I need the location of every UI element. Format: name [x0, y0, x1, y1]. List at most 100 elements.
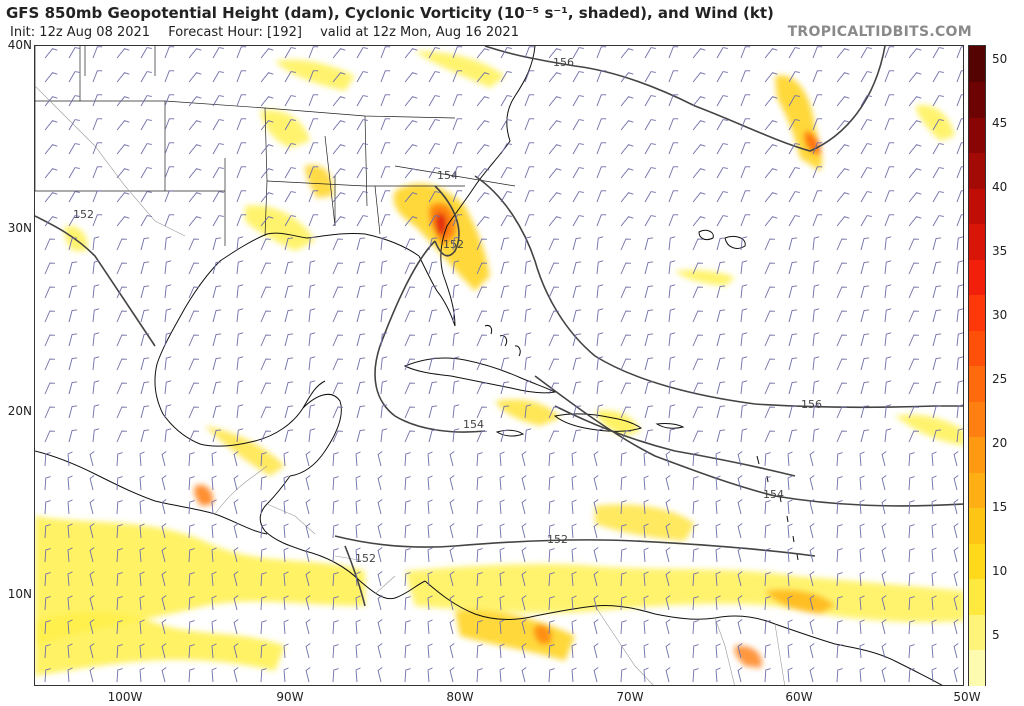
wind-barb: [404, 192, 418, 203]
wind-barb: [572, 429, 582, 443]
wind-barb: [500, 167, 512, 179]
valid-time: valid at 12z Mon, Aug 16 2021: [320, 25, 519, 40]
wind-barb: [884, 404, 892, 419]
wind-barb: [404, 144, 418, 155]
wind-barb: [308, 308, 316, 323]
wind-barb: [233, 451, 239, 467]
wind-barb: [164, 308, 172, 323]
wind-barb: [764, 572, 771, 587]
wind-barb: [860, 429, 870, 443]
wind-barb: [643, 667, 649, 683]
wind-barb: [284, 333, 294, 347]
wind-barb: [476, 310, 487, 323]
wind-barb: [764, 668, 771, 683]
wind-barb: [283, 667, 289, 683]
wind-barb: [305, 451, 311, 467]
wind-barb: [68, 237, 78, 251]
wind-barb: [715, 667, 721, 683]
wind-barb: [764, 286, 775, 299]
wind-barb: [665, 499, 671, 515]
wind-barb: [284, 381, 294, 395]
wind-barb: [764, 452, 771, 467]
wind-barb: [908, 334, 919, 347]
lon-label: 90W: [276, 690, 304, 704]
colorbar-label: 5: [992, 628, 1000, 642]
wind-barb: [620, 334, 631, 347]
wind-barb: [476, 452, 483, 467]
wind-barb: [908, 48, 922, 59]
wind-barb: [524, 236, 532, 251]
wind-barb: [476, 238, 487, 251]
wind-barb: [644, 429, 654, 443]
wind-barb: [737, 571, 743, 587]
wind-barb: [596, 284, 604, 299]
wind-barb: [332, 430, 343, 443]
wind-barb: [355, 619, 361, 635]
wind-barb: [188, 238, 199, 251]
wind-barb: [956, 166, 963, 179]
wind-barb: [332, 500, 339, 515]
wind-barb: [812, 236, 820, 251]
wind-barb: [593, 667, 599, 683]
wind-barb: [476, 262, 487, 275]
wind-barb: [377, 667, 383, 683]
wind-barb: [884, 70, 895, 83]
wind-barb: [787, 619, 793, 635]
wind-barb: [404, 524, 411, 539]
wind-barb: [67, 619, 73, 635]
wind-barb: [92, 94, 103, 107]
wind-barb: [260, 382, 271, 395]
wind-barb: [260, 262, 271, 275]
wind-barb: [332, 334, 343, 347]
wind-barb: [308, 332, 316, 347]
wind-barb: [593, 643, 599, 659]
wind-barb: [476, 286, 487, 299]
wind-barb: [92, 46, 103, 59]
wind-barb: [908, 500, 915, 515]
wind-barb: [67, 667, 73, 683]
wind-barb: [305, 475, 311, 491]
wind-barb: [428, 357, 438, 371]
wind-barb: [571, 619, 577, 635]
wind-barb: [737, 619, 743, 635]
wind-barb: [644, 405, 654, 419]
wind-barb: [812, 70, 823, 83]
wind-barb: [44, 168, 58, 179]
wind-barb: [92, 380, 100, 395]
wind-barb: [308, 70, 319, 83]
wind-barb: [140, 285, 150, 299]
wind-barb: [236, 332, 244, 347]
wind-barb: [428, 285, 438, 299]
wind-barb: [404, 238, 415, 251]
wind-barb: [764, 596, 771, 611]
wind-barb: [260, 476, 267, 491]
wind-barb: [932, 381, 942, 395]
wind-barb: [139, 451, 145, 467]
wind-barb: [499, 643, 505, 659]
wind-barb: [908, 72, 922, 83]
wind-barb: [932, 261, 942, 275]
wind-barb: [596, 190, 607, 203]
wind-barb: [737, 667, 743, 683]
wind-barb: [740, 214, 751, 227]
wind-barb: [572, 143, 584, 155]
wind-barb: [260, 452, 267, 467]
wind-barb: [764, 168, 778, 179]
wind-barb: [548, 644, 555, 659]
wind-barb: [89, 595, 95, 611]
wind-barb: [68, 95, 80, 107]
wind-barb: [524, 332, 532, 347]
wind-barb: [380, 380, 388, 395]
wind-barb: [380, 142, 391, 155]
wind-barb: [355, 451, 361, 467]
wind-barb: [956, 190, 963, 203]
wind-barb: [188, 430, 199, 443]
wind-barb: [161, 619, 167, 635]
wind-barb: [809, 619, 815, 635]
wind-barb: [716, 47, 728, 59]
wind-barb: [644, 309, 654, 323]
wind-barb: [332, 548, 339, 563]
wind-barb: [283, 619, 289, 635]
wind-barb: [44, 452, 51, 467]
wind-barb: [860, 95, 872, 107]
